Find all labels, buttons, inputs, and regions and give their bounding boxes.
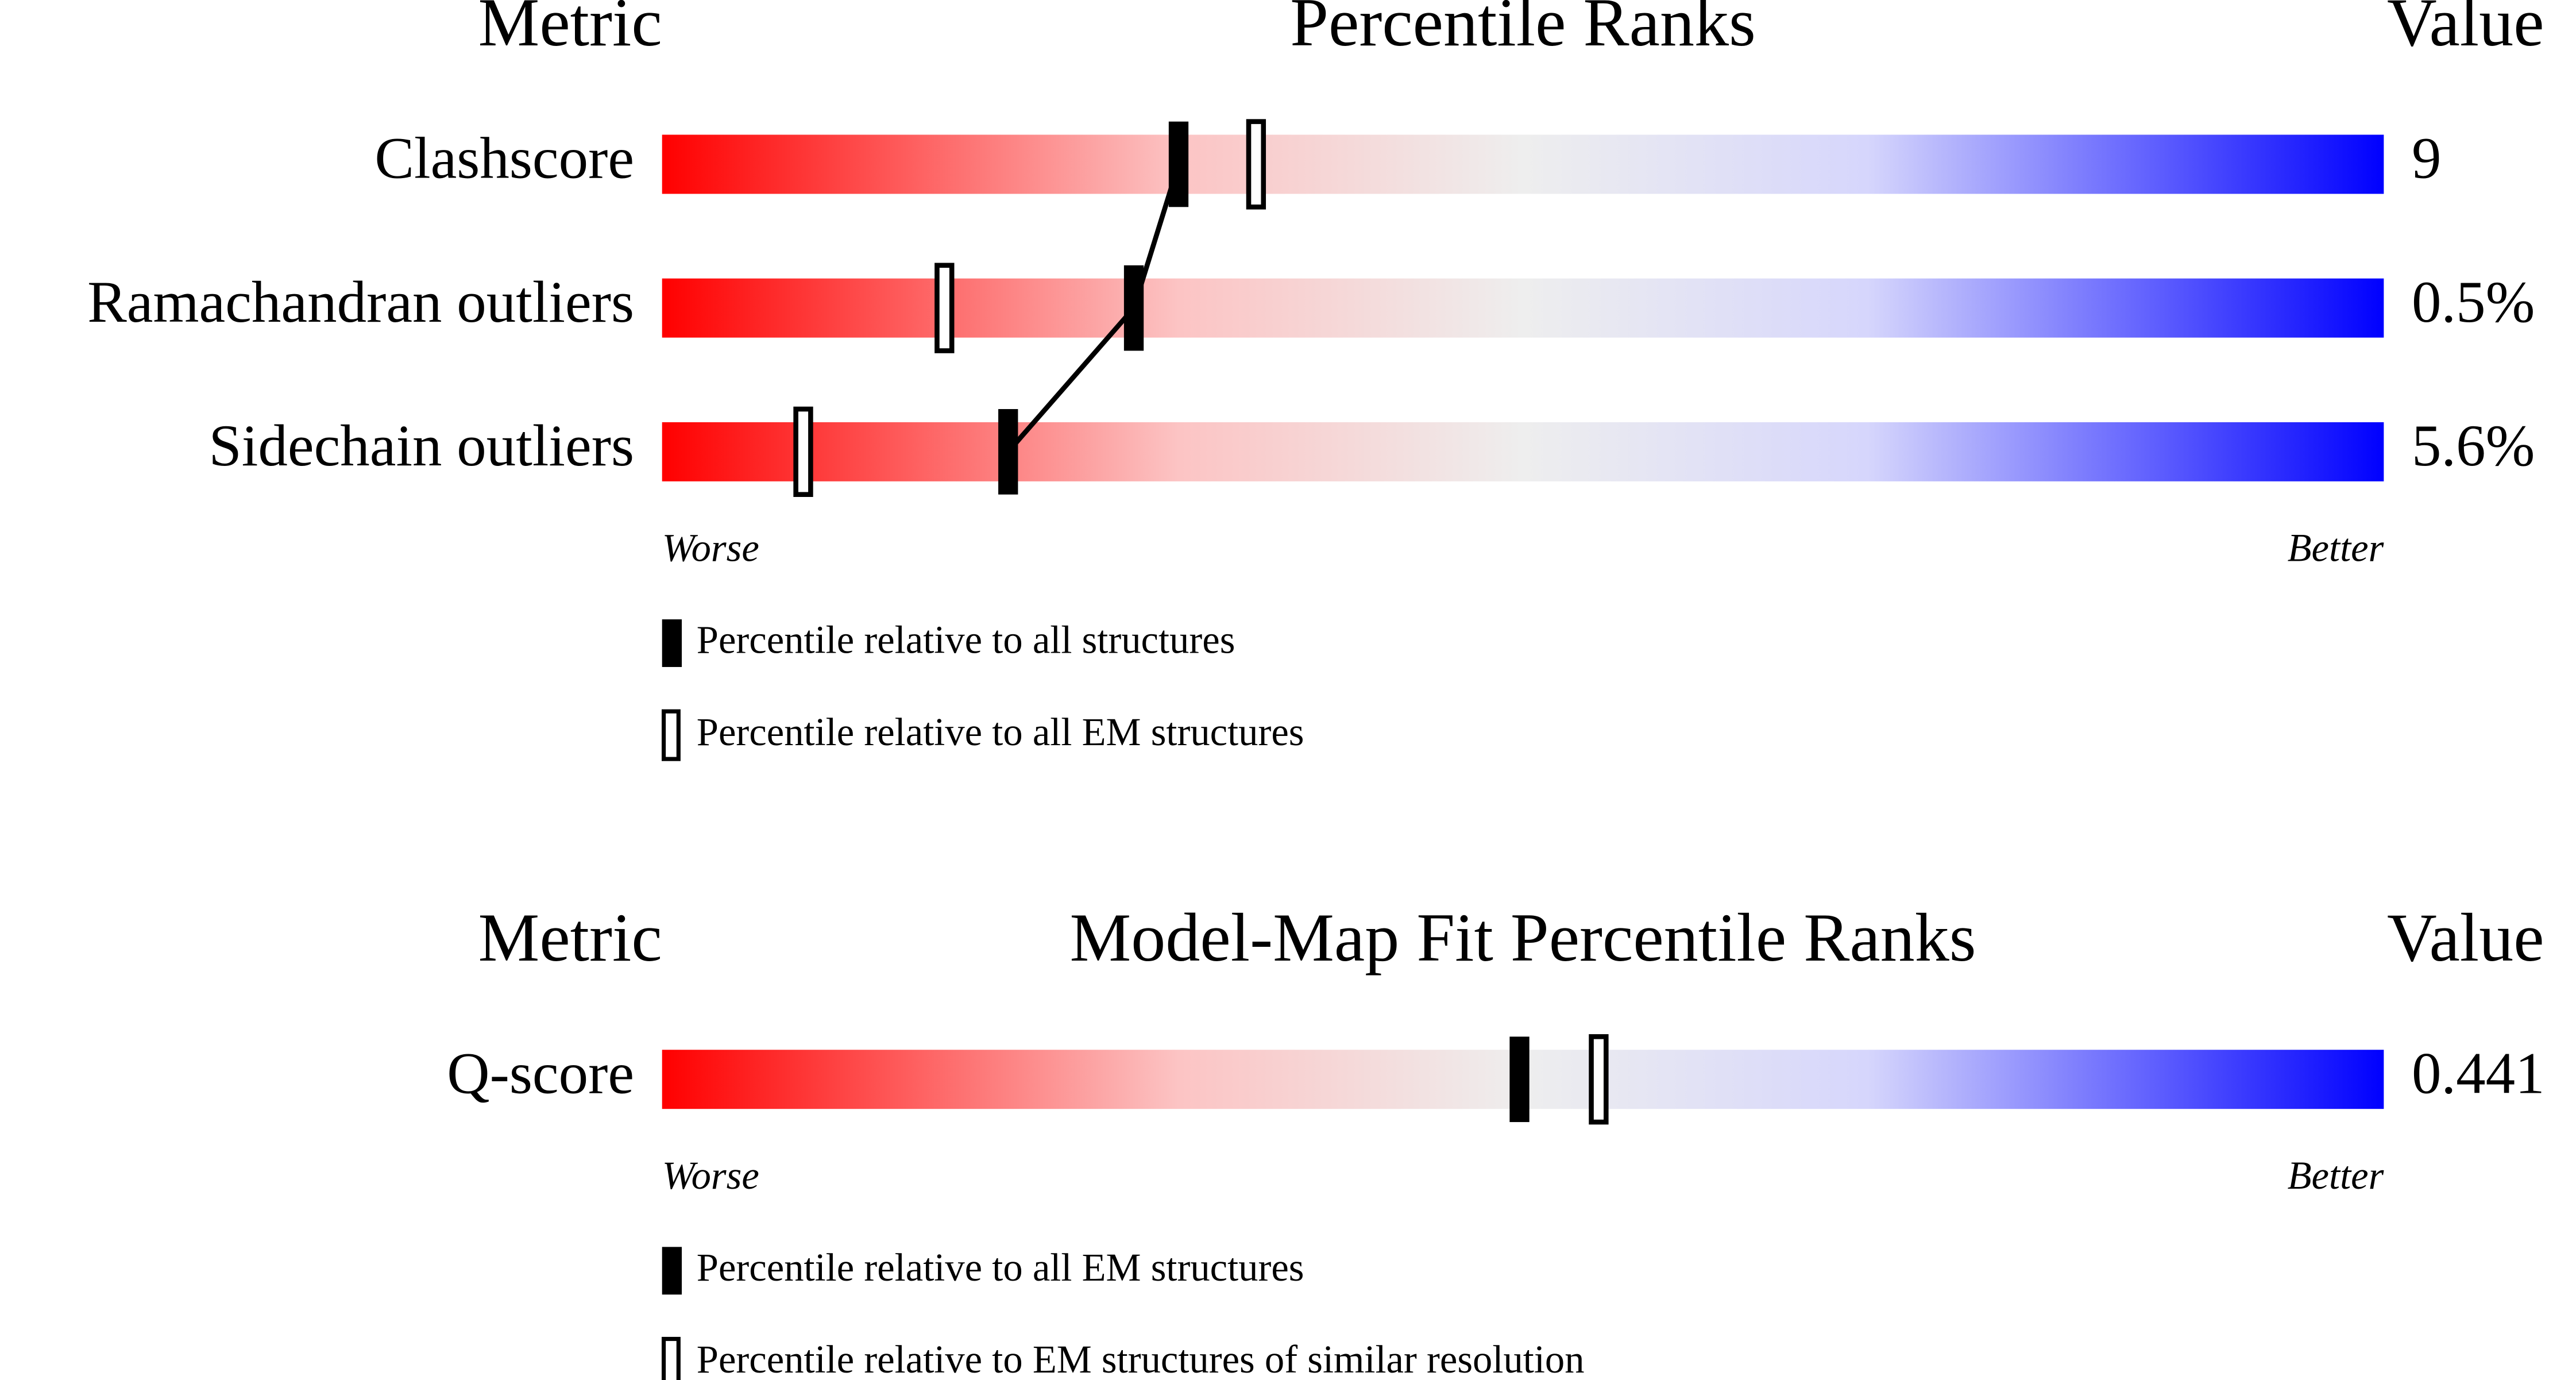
- metric-label: Sidechain outliers: [209, 413, 635, 479]
- header-value: Value: [2387, 899, 2544, 976]
- percentile-marker: [1168, 121, 1189, 207]
- metric-label: Ramachandran outliers: [87, 269, 634, 335]
- legend-label: Percentile relative to all structures: [697, 618, 1235, 662]
- slider-bar: [662, 134, 2384, 194]
- metric-value: 0.5%: [2412, 269, 2535, 335]
- legend-label: Percentile relative to all EM structures: [697, 710, 1304, 754]
- slider-bar: [662, 422, 2384, 481]
- percentile-marker: [934, 263, 955, 353]
- header-value: Value: [2387, 0, 2544, 60]
- better-label: Better: [2288, 526, 2384, 570]
- legend-label: Percentile relative to all EM structures: [697, 1246, 1304, 1289]
- legend-label: Percentile relative to EM structures of …: [697, 1337, 1585, 1380]
- metric-value: 9: [2412, 126, 2441, 191]
- header-metric: Metric: [478, 899, 662, 976]
- metric-value: 5.6%: [2412, 413, 2535, 479]
- legend-icon: [661, 1336, 681, 1380]
- legend-icon: [662, 1247, 682, 1295]
- percentile-marker: [1589, 1034, 1609, 1125]
- slider-bar: [662, 278, 2384, 338]
- header-title: Percentile Ranks: [1290, 0, 1756, 60]
- worse-label: Worse: [662, 1154, 759, 1197]
- header-metric: Metric: [478, 0, 662, 60]
- worse-label: Worse: [662, 526, 759, 570]
- legend-icon: [662, 619, 682, 667]
- percentile-marker: [1509, 1036, 1530, 1123]
- header-title: Model-Map Fit Percentile Ranks: [1069, 899, 1976, 976]
- percentile-marker: [1123, 265, 1144, 351]
- metric-value: 0.441: [2412, 1040, 2545, 1106]
- percentile-marker: [998, 409, 1018, 495]
- metric-label: Q-score: [447, 1040, 634, 1106]
- legend-icon: [661, 709, 681, 761]
- metric-label: Clashscore: [374, 126, 634, 191]
- better-label: Better: [2288, 1154, 2384, 1197]
- percentile-marker: [1246, 119, 1266, 210]
- percentile-marker: [793, 406, 813, 498]
